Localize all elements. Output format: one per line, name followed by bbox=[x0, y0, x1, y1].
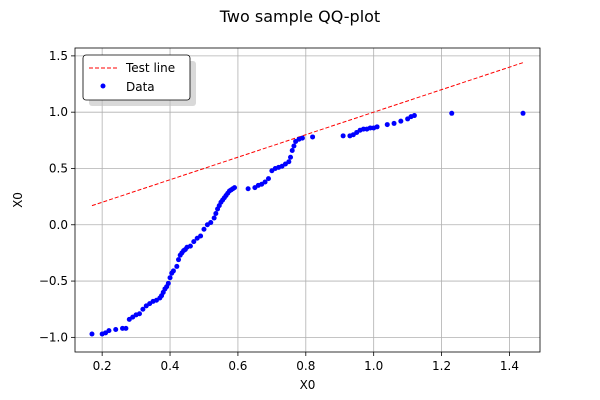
y-tick-label: 1.0 bbox=[49, 105, 68, 119]
data-point bbox=[140, 306, 146, 312]
data-point bbox=[113, 326, 119, 332]
data-point bbox=[165, 280, 171, 286]
x-tick-label: 0.8 bbox=[296, 359, 315, 373]
data-point bbox=[291, 143, 297, 149]
data-point bbox=[384, 122, 390, 128]
y-tick-label: 1.5 bbox=[49, 49, 68, 63]
data-points-layer bbox=[89, 110, 526, 337]
y-tick-label: −1.0 bbox=[39, 330, 68, 344]
y-axis-ticks: −1.0 −0.5 0.0 0.5 1.0 1.5 bbox=[39, 49, 75, 344]
data-point bbox=[191, 239, 197, 245]
data-point bbox=[170, 268, 176, 274]
legend-box bbox=[82, 54, 191, 101]
data-point bbox=[211, 215, 217, 221]
legend-data-swatch bbox=[100, 83, 106, 89]
data-point bbox=[208, 220, 214, 226]
y-tick-label: 0.0 bbox=[49, 218, 68, 232]
data-point bbox=[201, 226, 207, 232]
test-line bbox=[91, 62, 524, 207]
data-point bbox=[89, 331, 95, 337]
legend-test-line-label: Test line bbox=[125, 61, 175, 75]
data-point bbox=[398, 118, 404, 124]
data-point bbox=[449, 110, 455, 116]
grid-layer bbox=[75, 48, 540, 352]
data-point bbox=[106, 328, 112, 334]
data-point bbox=[288, 154, 294, 160]
data-point bbox=[136, 311, 142, 317]
data-point bbox=[198, 233, 204, 239]
y-axis-label: X0 bbox=[11, 192, 25, 208]
data-point bbox=[232, 185, 238, 191]
data-point bbox=[174, 263, 180, 269]
data-point bbox=[123, 325, 129, 331]
plot-frame bbox=[74, 47, 541, 353]
x-tick-label: 1.2 bbox=[432, 359, 451, 373]
data-point bbox=[167, 275, 173, 281]
data-point bbox=[289, 147, 295, 153]
data-point bbox=[262, 179, 268, 185]
data-point bbox=[411, 113, 417, 119]
x-axis-label: X0 bbox=[300, 378, 316, 392]
data-point bbox=[213, 211, 219, 217]
data-point bbox=[187, 243, 193, 249]
data-point bbox=[391, 120, 397, 126]
x-tick-label: 1.0 bbox=[364, 359, 383, 373]
data-point bbox=[299, 135, 305, 141]
x-axis-ticks: 0.2 0.4 0.6 0.8 1.0 1.2 1.4 bbox=[93, 352, 519, 373]
legend: Test line Data bbox=[82, 54, 196, 106]
x-tick-label: 0.4 bbox=[160, 359, 179, 373]
data-point bbox=[310, 134, 316, 140]
data-point bbox=[374, 124, 380, 130]
data-point bbox=[520, 110, 526, 116]
data-point bbox=[265, 176, 271, 182]
legend-data-label: Data bbox=[126, 80, 155, 94]
data-point bbox=[286, 159, 292, 165]
data-point bbox=[176, 257, 182, 263]
x-tick-label: 0.2 bbox=[93, 359, 112, 373]
data-point bbox=[340, 133, 346, 139]
y-tick-label: −0.5 bbox=[39, 274, 68, 288]
x-tick-label: 0.6 bbox=[228, 359, 247, 373]
x-tick-label: 1.4 bbox=[500, 359, 519, 373]
data-point bbox=[245, 186, 251, 192]
test-line-layer bbox=[91, 62, 524, 207]
chart-title: Two sample QQ-plot bbox=[219, 7, 380, 26]
y-tick-label: 0.5 bbox=[49, 161, 68, 175]
